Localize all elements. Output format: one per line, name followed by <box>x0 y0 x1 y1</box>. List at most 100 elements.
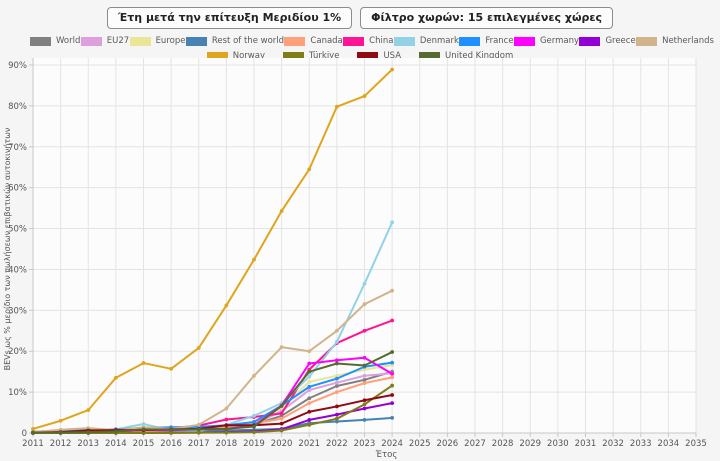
data-point[interactable] <box>390 401 395 406</box>
data-point[interactable] <box>224 406 229 411</box>
data-point[interactable] <box>86 430 91 435</box>
data-point[interactable] <box>196 427 201 432</box>
data-point[interactable] <box>113 375 118 380</box>
data-point[interactable] <box>196 430 201 435</box>
data-point[interactable] <box>31 427 35 431</box>
data-point[interactable] <box>307 374 312 379</box>
data-point[interactable] <box>334 373 339 378</box>
data-point[interactable] <box>58 430 63 435</box>
data-point[interactable] <box>390 360 395 365</box>
data-point[interactable] <box>334 390 339 395</box>
data-point[interactable] <box>252 257 256 262</box>
data-point[interactable] <box>334 376 339 381</box>
legend-item-canada[interactable]: Canada <box>284 36 343 46</box>
data-point[interactable] <box>362 406 367 411</box>
data-point[interactable] <box>279 209 284 213</box>
data-point[interactable] <box>334 104 339 109</box>
data-point[interactable] <box>362 418 367 422</box>
legend-item-norway[interactable]: Norway <box>206 51 265 61</box>
legend-item-greece[interactable]: Greece <box>579 36 636 46</box>
data-point[interactable] <box>307 349 312 354</box>
data-point[interactable] <box>390 393 395 397</box>
country-filter-button[interactable]: Φίλτρο χωρών: 15 επιλεγμένες χώρες <box>360 7 614 30</box>
data-point[interactable] <box>362 398 367 403</box>
legend-item-world[interactable]: World <box>30 36 80 46</box>
data-point[interactable] <box>334 412 339 417</box>
data-point[interactable] <box>169 366 174 371</box>
data-point[interactable] <box>224 303 229 308</box>
data-point[interactable] <box>362 363 367 368</box>
legend-item-netherlands[interactable]: Netherlands <box>636 36 714 46</box>
data-point[interactable] <box>169 431 174 435</box>
data-point[interactable] <box>390 383 395 388</box>
data-point[interactable] <box>390 67 395 72</box>
data-point[interactable] <box>390 220 395 225</box>
view-toggle-button[interactable]: Έτη μετά την επίτευξη Μεριδίου 1% <box>106 7 353 30</box>
data-point[interactable] <box>252 373 256 378</box>
data-point[interactable] <box>307 369 312 374</box>
data-point[interactable] <box>362 381 367 386</box>
data-point[interactable] <box>334 339 339 344</box>
data-point[interactable] <box>252 420 256 424</box>
data-point[interactable] <box>362 402 367 407</box>
data-point[interactable] <box>307 418 312 422</box>
legend-item-europe[interactable]: Europe <box>129 36 185 46</box>
data-point[interactable] <box>252 424 256 429</box>
data-point[interactable] <box>334 380 339 385</box>
data-point[interactable] <box>334 404 339 409</box>
data-point[interactable] <box>224 423 229 428</box>
data-point[interactable] <box>390 288 395 293</box>
data-point[interactable] <box>141 427 146 432</box>
legend-item-france[interactable]: France <box>459 36 514 46</box>
data-point[interactable] <box>390 415 395 420</box>
data-point[interactable] <box>307 361 312 366</box>
data-point[interactable] <box>252 413 256 418</box>
data-point[interactable] <box>307 409 312 414</box>
data-point[interactable] <box>362 377 367 382</box>
data-point[interactable] <box>279 345 284 350</box>
data-point[interactable] <box>252 430 256 435</box>
data-point[interactable] <box>141 422 146 426</box>
data-point[interactable] <box>58 418 63 423</box>
data-point[interactable] <box>362 94 367 98</box>
data-point[interactable] <box>334 328 339 333</box>
legend-item-denmark[interactable]: Denmark <box>393 36 459 46</box>
data-point[interactable] <box>362 367 367 372</box>
data-point[interactable] <box>279 428 284 433</box>
data-point[interactable] <box>362 328 367 333</box>
data-point[interactable] <box>334 416 339 421</box>
data-point[interactable] <box>390 350 395 354</box>
data-point[interactable] <box>307 388 312 392</box>
data-point[interactable] <box>362 355 367 360</box>
data-point[interactable] <box>334 358 339 363</box>
data-point[interactable] <box>169 427 174 432</box>
data-point[interactable] <box>224 427 229 431</box>
data-point[interactable] <box>307 422 312 427</box>
data-point[interactable] <box>390 318 395 323</box>
data-point[interactable] <box>307 401 312 406</box>
legend-item-china[interactable]: China <box>343 36 393 46</box>
data-point[interactable] <box>196 422 201 427</box>
legend-item-eu27[interactable]: EU27 <box>80 36 129 46</box>
data-point[interactable] <box>307 396 312 401</box>
data-point[interactable] <box>279 416 284 421</box>
data-point[interactable] <box>307 384 312 389</box>
data-point[interactable] <box>141 431 146 435</box>
data-point[interactable] <box>334 361 339 366</box>
data-point[interactable] <box>224 430 229 435</box>
data-point[interactable] <box>279 421 284 426</box>
data-point[interactable] <box>113 429 118 434</box>
legend-item-rest-of-the-world[interactable]: Rest of the world <box>185 36 284 46</box>
data-point[interactable] <box>141 361 146 365</box>
legend-item-usa[interactable]: USA <box>357 51 401 61</box>
legend-item-t-rkiye[interactable]: Türkiye <box>282 51 339 61</box>
data-point[interactable] <box>196 346 201 350</box>
data-point[interactable] <box>390 371 395 376</box>
data-point[interactable] <box>362 281 367 286</box>
data-point[interactable] <box>224 417 229 422</box>
legend-item-united-kingdom[interactable]: United Kingdom <box>419 51 513 61</box>
data-point[interactable] <box>307 379 312 384</box>
legend-item-germany[interactable]: Germany <box>513 36 579 46</box>
data-point[interactable] <box>362 373 367 378</box>
data-point[interactable] <box>334 384 339 388</box>
